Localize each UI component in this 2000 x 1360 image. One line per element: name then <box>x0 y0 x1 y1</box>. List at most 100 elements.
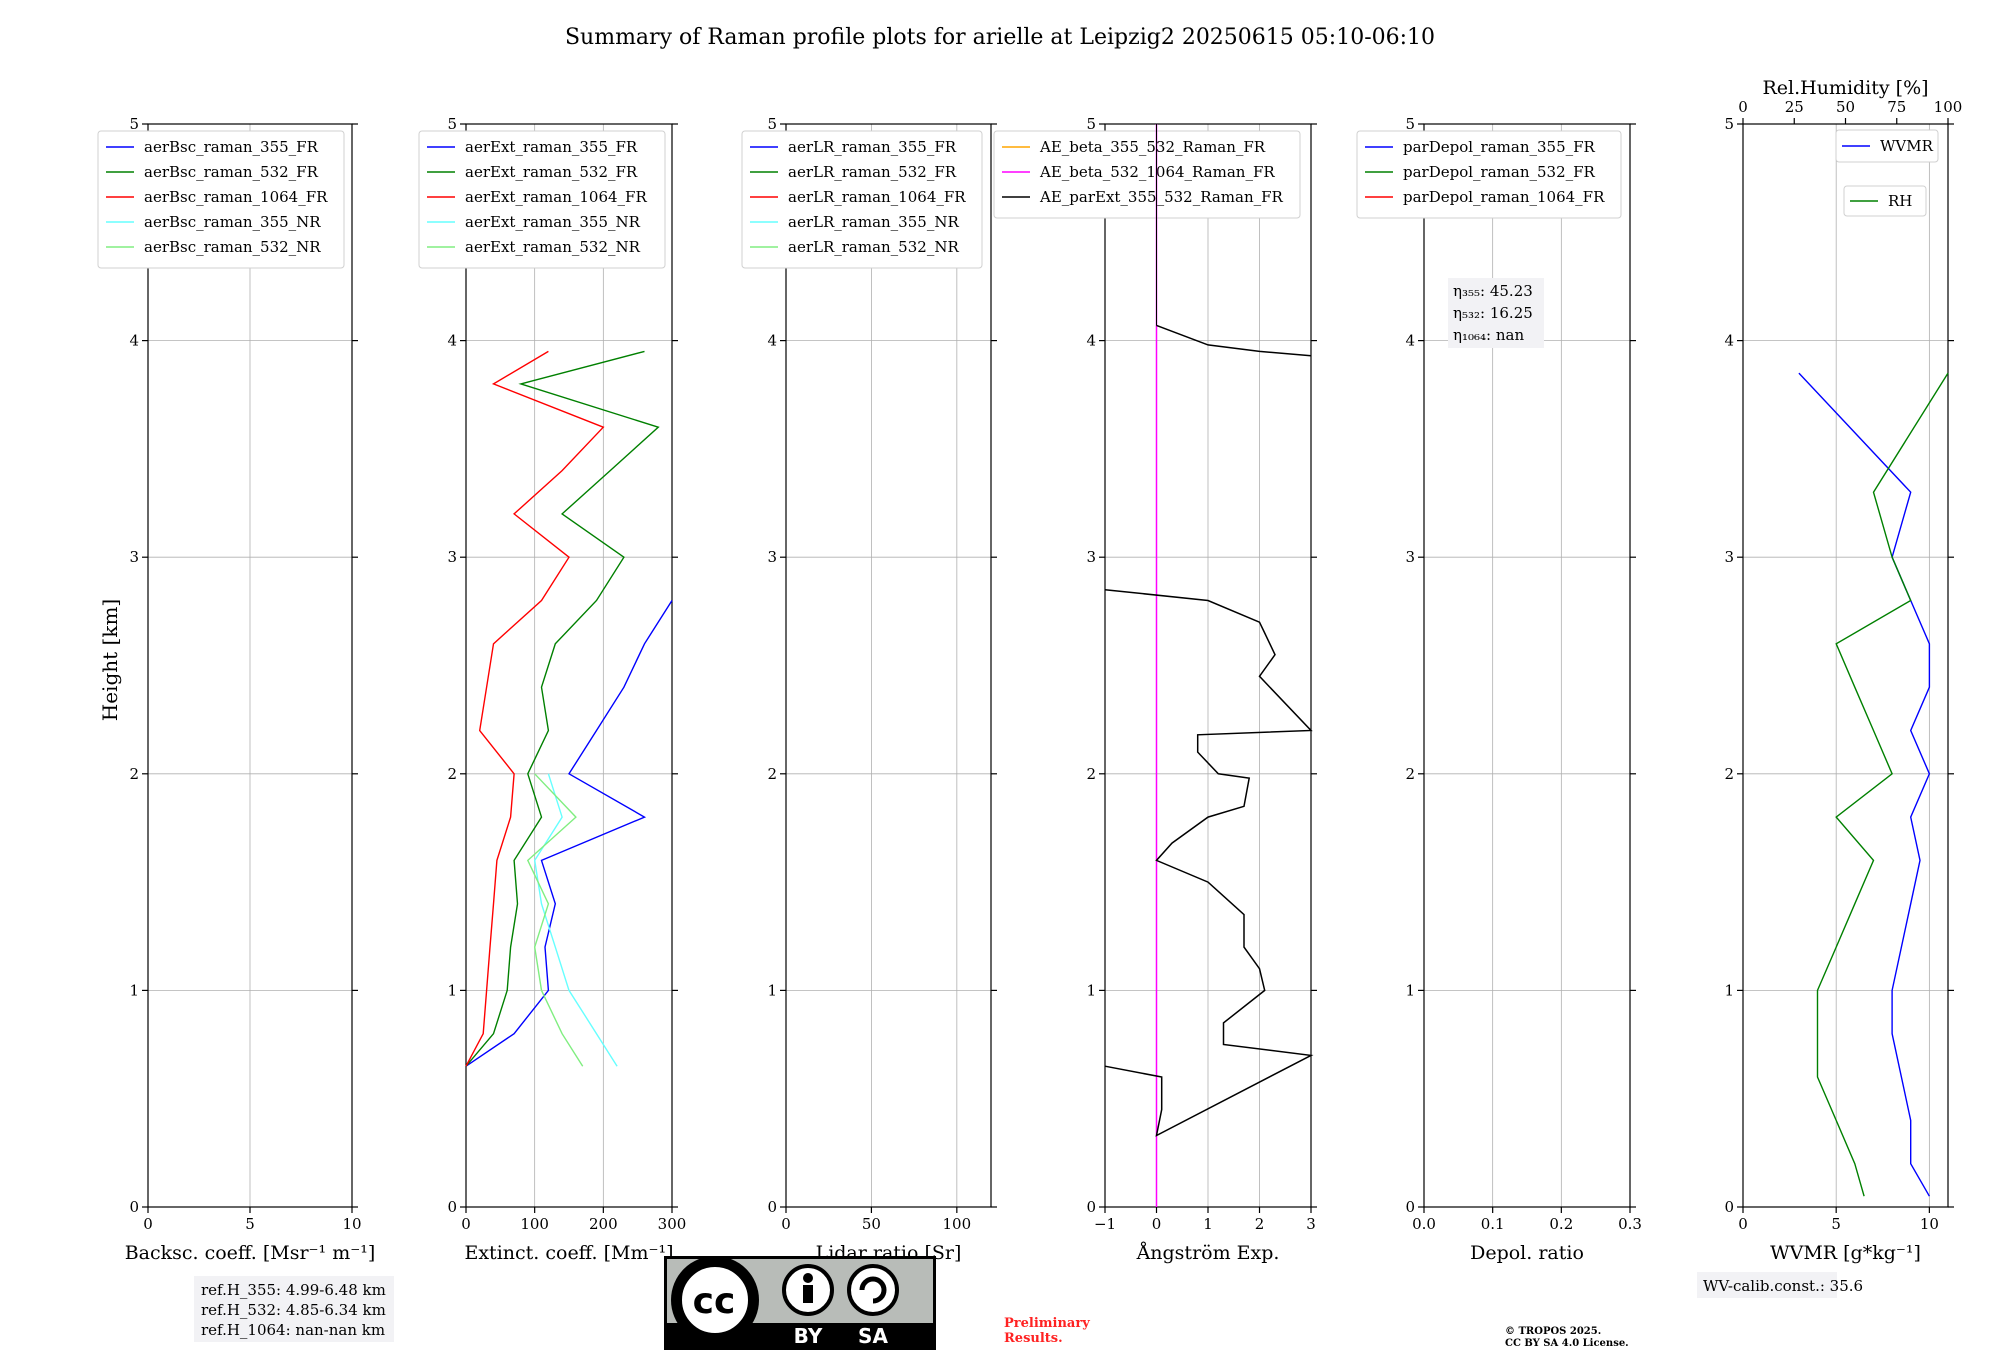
legend-label: aerBsc_raman_355_NR <box>144 213 321 231</box>
top-x-tick-label: 0 <box>1738 98 1748 116</box>
legend-box <box>741 130 983 269</box>
legend-label: AE_beta_355_532_Raman_FR <box>1039 138 1266 156</box>
preliminary-line-2: Results. <box>1004 1331 1063 1346</box>
y-tick-label: 1 <box>129 981 139 999</box>
y-tick-label: 4 <box>1405 332 1415 350</box>
legend-label: parDepol_raman_355_FR <box>1403 138 1596 156</box>
panel-1: 0 1 2 3 4 5 0 100 200 300 Extinct. coeff. [Mm⁻¹] ae… <box>418 115 687 1264</box>
wv-calib-const: WV-calib.const.: 35.6 <box>1703 1277 1863 1295</box>
eta-532: η₅₃₂: 16.25 <box>1453 304 1533 322</box>
chart-title: Summary of Raman profile plots for ariel… <box>565 25 1435 50</box>
y-tick-label: 2 <box>129 765 139 783</box>
x-tick-label: 200 <box>589 1215 618 1233</box>
legend-box <box>1356 130 1622 219</box>
x-tick-label: 50 <box>862 1215 881 1233</box>
angstrom-series-1 <box>1104 588 1314 1137</box>
y-axis-label: Height [km] <box>98 599 122 721</box>
x-tick-label: 2 <box>1255 1215 1265 1233</box>
y-tick-label: 4 <box>1724 332 1734 350</box>
axes-frame <box>465 123 673 1208</box>
axes-frame <box>785 123 992 1208</box>
y-tick-label: 5 <box>1724 115 1734 133</box>
extinction-series-1 <box>465 350 660 1067</box>
legend-box-wvmr <box>1835 129 1939 163</box>
x-tick-label: 100 <box>520 1215 549 1233</box>
y-tick-label: 0 <box>1086 1198 1096 1216</box>
ref-height-532: ref.H_532: 4.85-6.34 km <box>201 1301 386 1319</box>
angstrom-series-2 <box>1156 324 1312 357</box>
panel-4: 0 1 2 3 4 5 0.0 0.1 0.2 0.3 Depol. ratio parDepol_r… <box>1356 115 1642 1264</box>
y-tick-label: 5 <box>1086 115 1096 133</box>
copyright-line-1: © TROPOS 2025. <box>1505 1326 1601 1337</box>
y-tick-label: 1 <box>1086 981 1096 999</box>
legend-label: aerBsc_raman_532_NR <box>144 238 321 256</box>
x-tick-label: 0 <box>781 1215 791 1233</box>
y-tick-label: 2 <box>447 765 457 783</box>
y-tick-label: 3 <box>447 548 457 566</box>
legend-label: aerLR_raman_355_NR <box>788 213 959 231</box>
wv-series-0 <box>1798 372 1931 1197</box>
x-axis-label: WVMR [g*kg⁻¹] <box>1770 1242 1921 1264</box>
legend-label: aerBsc_raman_1064_FR <box>144 188 328 206</box>
y-tick-label: 5 <box>767 115 777 133</box>
x-tick-label: 3 <box>1306 1215 1316 1233</box>
y-tick-label: 1 <box>1724 981 1734 999</box>
top-x-tick-label: 50 <box>1836 98 1855 116</box>
legend-label: aerExt_raman_355_FR <box>465 138 638 156</box>
y-tick-label: 4 <box>129 332 139 350</box>
legend-label: aerLR_raman_355_FR <box>788 138 957 156</box>
extinction-series-3 <box>533 773 618 1067</box>
x-axis-label: Ångström Exp. <box>1136 1242 1280 1264</box>
x-tick-label: 300 <box>658 1215 687 1233</box>
y-tick-label: 0 <box>767 1198 777 1216</box>
wv-calib-box: WV-calib.const.: 35.6 <box>1697 1272 1863 1298</box>
axes-frame <box>1423 123 1631 1208</box>
y-tick-label: 2 <box>767 765 777 783</box>
cc-logo-text: cc <box>693 1281 736 1322</box>
x-tick-label: 100 <box>943 1215 972 1233</box>
y-tick-label: 4 <box>1086 332 1096 350</box>
y-tick-label: 0 <box>129 1198 139 1216</box>
extinction-series-0 <box>465 600 673 1067</box>
legend-label: aerBsc_raman_355_FR <box>144 138 319 156</box>
share-alike-icon <box>859 1276 887 1304</box>
x-tick-label: 0.0 <box>1412 1215 1436 1233</box>
y-tick-label: 1 <box>447 981 457 999</box>
y-tick-label: 0 <box>447 1198 457 1216</box>
x-tick-label: 0.2 <box>1549 1215 1573 1233</box>
legend-label: AE_parExt_355_532_Raman_FR <box>1039 188 1284 206</box>
eta-1064: η₁₀₆₄: nan <box>1453 326 1524 344</box>
x-tick-label: 0.1 <box>1481 1215 1505 1233</box>
legend-label: aerLR_raman_1064_FR <box>788 188 966 206</box>
top-x-tick-label: 25 <box>1785 98 1804 116</box>
y-tick-label: 3 <box>1724 548 1734 566</box>
y-tick-label: 2 <box>1086 765 1096 783</box>
y-tick-label: 1 <box>1405 981 1415 999</box>
wv-series-1 <box>1816 372 1949 1197</box>
x-tick-label: 5 <box>1831 1215 1841 1233</box>
legend-label: aerExt_raman_532_NR <box>465 238 641 256</box>
ref-height-box: ref.H_355: 4.99-6.48 km ref.H_532: 4.85-… <box>194 1276 394 1342</box>
copyright-line-2: CC BY SA 4.0 License. <box>1505 1338 1629 1349</box>
x-tick-label: 0 <box>1152 1215 1162 1233</box>
top-axis-label: Rel.Humidity [%] <box>1762 77 1928 99</box>
y-tick-label: 3 <box>767 548 777 566</box>
top-x-tick-label: 100 <box>1934 98 1963 116</box>
legend-box <box>97 130 345 269</box>
x-axis-label: Depol. ratio <box>1470 1242 1584 1264</box>
ref-height-1064: ref.H_1064: nan-nan km <box>201 1321 385 1339</box>
y-tick-label: 3 <box>1086 548 1096 566</box>
panel-0: 0 1 2 3 4 5 0 5 10 Backsc. coeff. [Msr⁻¹ m⁻¹] aerB… <box>97 115 375 1264</box>
preliminary-line-1: Preliminary <box>1004 1316 1090 1331</box>
y-tick-label: 5 <box>447 115 457 133</box>
legend-box <box>993 130 1301 219</box>
y-tick-label: 4 <box>447 332 457 350</box>
x-tick-label: 1 <box>1203 1215 1213 1233</box>
y-tick-label: 5 <box>1405 115 1415 133</box>
legend-label: parDepol_raman_532_FR <box>1403 163 1596 181</box>
y-tick-label: 0 <box>1405 1198 1415 1216</box>
extinction-series-4 <box>526 773 584 1067</box>
